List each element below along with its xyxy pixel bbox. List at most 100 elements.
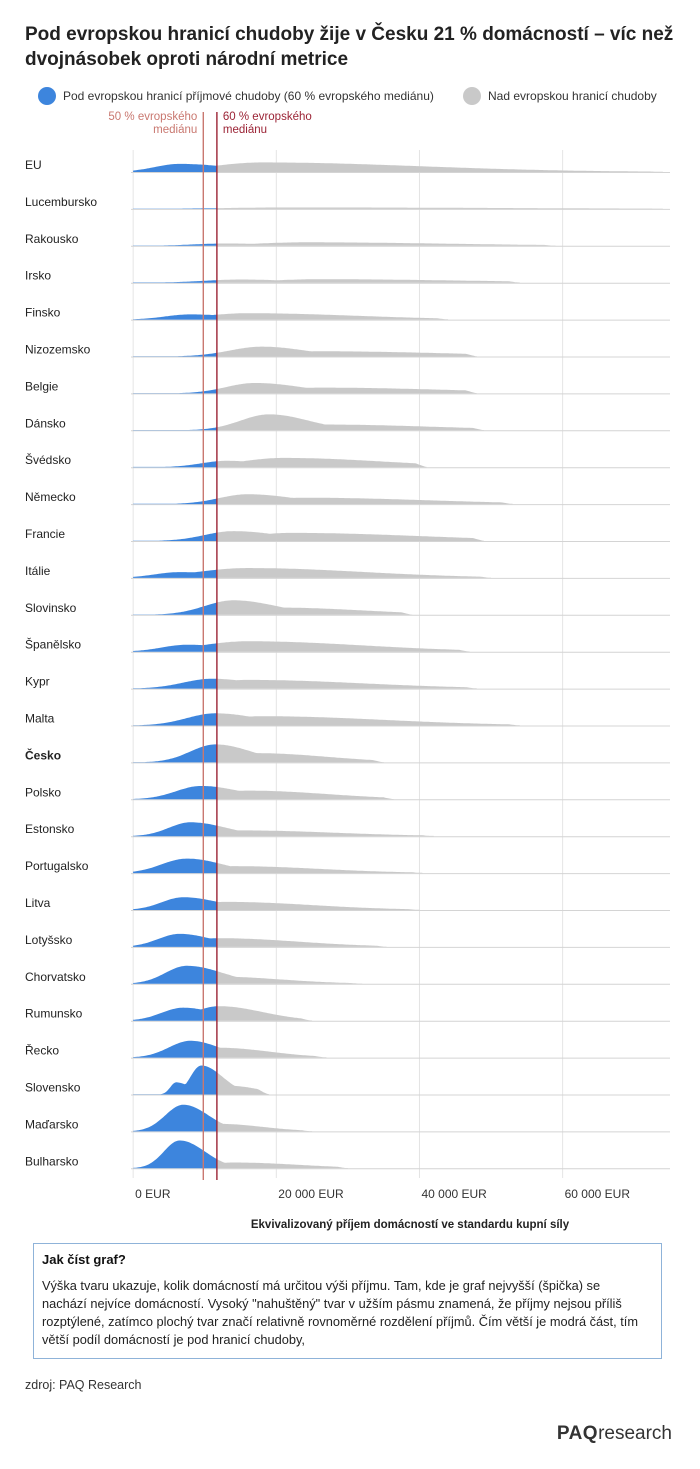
density-below-14 (133, 678, 217, 689)
x-tick-label-0: 0 EUR (135, 1187, 171, 1201)
country-label-18: Estonsko (25, 822, 75, 836)
country-label-27: Bulharsko (25, 1154, 79, 1168)
density-below-21 (133, 933, 217, 947)
density-above-18 (216, 825, 434, 837)
legend-swatch-above (463, 87, 481, 105)
density-below-12 (133, 602, 217, 615)
density-above-10 (216, 531, 484, 541)
country-label-0: EU (25, 158, 42, 172)
country-label-20: Litva (25, 896, 51, 910)
density-above-15 (216, 713, 520, 726)
x-tick-label-1: 20 000 EUR (278, 1187, 344, 1201)
country-label-12: Slovinsko (25, 601, 77, 615)
density-below-8 (133, 461, 217, 468)
density-above-13 (216, 641, 470, 652)
x-axis-title: Ekvivalizovaný příjem domácností ve stan… (250, 1219, 570, 1231)
paq-research-logo: PAQresearch (557, 1423, 672, 1445)
density-below-10 (133, 532, 217, 541)
note-heading: Jak číst graf? (42, 1252, 126, 1267)
legend-label-below: Pod evropskou hranicí příjmové chudoby (… (63, 89, 434, 103)
density-below-0 (133, 163, 217, 172)
country-label-7: Dánsko (25, 416, 66, 430)
country-label-21: Lotyšsko (25, 933, 73, 947)
reference-label-1-1: mediánu (223, 124, 267, 136)
density-below-18 (133, 822, 217, 837)
country-label-26: Maďarsko (25, 1117, 79, 1131)
density-below-20 (133, 897, 217, 910)
density-above-16 (216, 744, 384, 763)
density-above-22 (216, 971, 363, 984)
density-above-25 (216, 1072, 270, 1095)
density-above-4 (216, 313, 449, 320)
reference-label-0-1: mediánu (153, 124, 197, 136)
country-label-13: Španělsko (25, 637, 81, 652)
x-tick-label-3: 60 000 EUR (565, 1187, 631, 1201)
density-above-21 (216, 938, 387, 947)
country-label-23: Rumunsko (25, 1007, 83, 1021)
source-note: zdroj: PAQ Research (25, 1378, 142, 1392)
legend-label-above: Nad evropskou hranicí chudoby (488, 89, 657, 103)
country-label-10: Francie (25, 527, 65, 541)
country-label-6: Belgie (25, 379, 59, 393)
density-above-26 (216, 1120, 313, 1132)
legend-item-below: Pod evropskou hranicí příjmové chudoby (… (38, 87, 434, 105)
density-below-23 (133, 1006, 217, 1021)
logo-rest: research (598, 1423, 672, 1444)
reference-label-0-0: 50 % evropského (108, 111, 197, 123)
country-label-19: Portugalsko (25, 859, 89, 873)
density-above-6 (216, 383, 477, 394)
reference-label-1-0: 60 % evropského (223, 111, 312, 123)
x-tick-label-2: 40 000 EUR (421, 1187, 487, 1201)
density-below-9 (133, 498, 217, 505)
density-above-24 (216, 1046, 327, 1058)
density-below-26 (133, 1104, 217, 1132)
country-label-22: Chorvatsko (25, 970, 86, 984)
density-above-8 (216, 457, 427, 468)
density-below-11 (133, 569, 217, 578)
country-label-17: Polsko (25, 785, 61, 799)
ridgeline-chart: 0 EUR 20 000 EUR 40 000 EUR 60 000 EUR EU Luc… (25, 111, 670, 1201)
density-below-15 (133, 713, 217, 726)
country-label-16: Česko (25, 747, 61, 762)
density-below-13 (133, 643, 217, 652)
country-label-11: Itálie (25, 564, 51, 578)
density-below-4 (133, 314, 217, 320)
density-below-17 (133, 786, 217, 800)
density-below-1 (133, 208, 217, 209)
density-below-5 (133, 352, 217, 357)
density-above-1 (216, 207, 663, 209)
density-below-16 (133, 744, 217, 763)
density-above-27 (216, 1159, 348, 1169)
density-above-2 (216, 242, 556, 246)
country-label-4: Finsko (25, 306, 61, 320)
country-label-9: Německo (25, 490, 76, 504)
density-above-0 (216, 162, 663, 172)
density-above-12 (216, 600, 413, 615)
density-above-9 (216, 494, 513, 505)
density-below-27 (133, 1140, 217, 1169)
density-below-25 (133, 1065, 217, 1095)
density-above-5 (216, 346, 477, 357)
country-label-3: Irsko (25, 269, 51, 283)
density-below-19 (133, 858, 217, 874)
density-below-3 (133, 280, 217, 283)
country-label-15: Malta (25, 712, 55, 726)
density-above-11 (216, 568, 491, 578)
density-below-2 (133, 243, 217, 246)
country-label-2: Rakousko (25, 232, 79, 246)
chart-legend: Pod evropskou hranicí příjmové chudoby (… (38, 87, 678, 107)
country-label-25: Slovensko (25, 1081, 81, 1095)
how-to-read-box: Jak číst graf? Výška tvaru ukazuje, koli… (33, 1243, 662, 1359)
density-above-19 (216, 862, 423, 874)
density-below-22 (133, 965, 217, 984)
density-above-7 (216, 414, 484, 431)
logo-bold: PAQ (556, 1423, 599, 1444)
country-label-5: Nizozemsko (25, 343, 91, 357)
density-above-23 (216, 1006, 313, 1021)
country-label-8: Švédsko (25, 452, 71, 467)
density-above-14 (216, 678, 477, 689)
density-above-20 (216, 901, 420, 910)
note-text: Výška tvaru ukazuje, kolik domácností má… (42, 1278, 638, 1347)
density-below-24 (133, 1040, 217, 1058)
chart-title: Pod evropskou hranicí chudoby žije v Čes… (25, 24, 674, 70)
